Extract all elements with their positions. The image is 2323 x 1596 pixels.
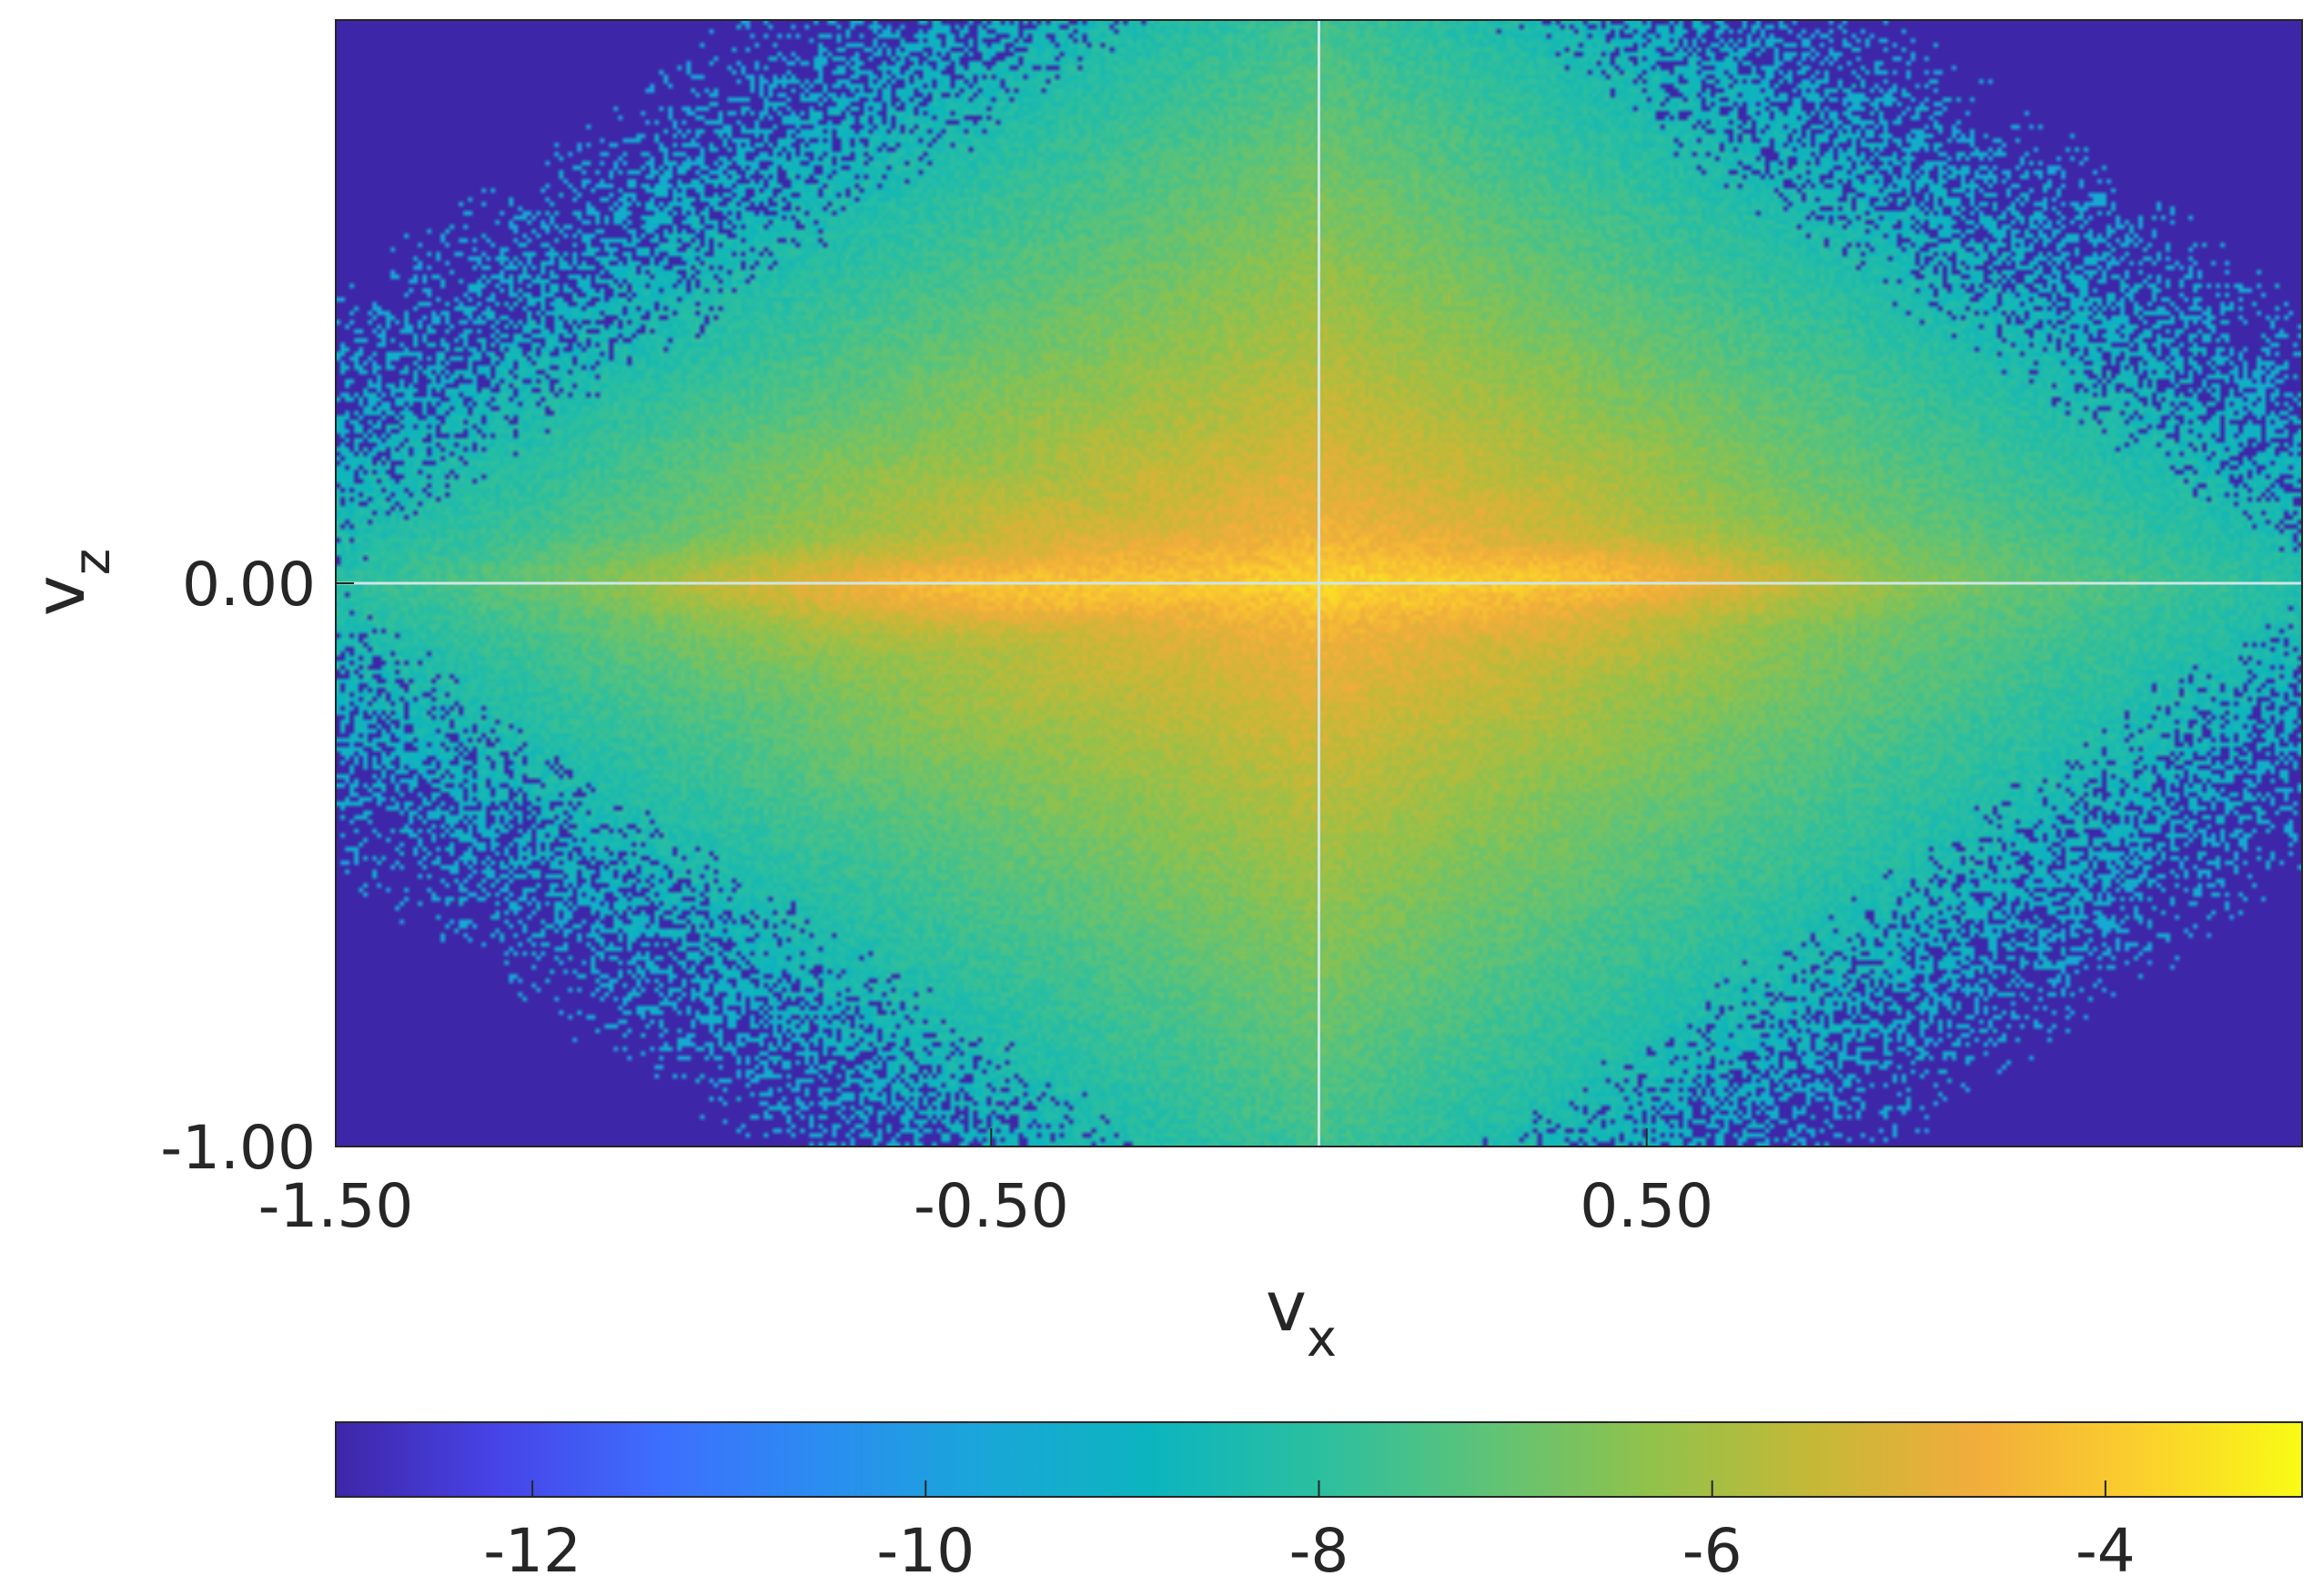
- x-axis-label-sub: x: [1307, 1309, 1337, 1369]
- y-axis-ticks: -1.00 0.00: [160, 550, 354, 1183]
- colorbar-tick-label: -12: [483, 1516, 581, 1586]
- colorbar-tick-label: -6: [1682, 1516, 1742, 1586]
- x-axis-label-base: v: [1266, 1266, 1307, 1347]
- colorbar-tick-label: -8: [1289, 1516, 1349, 1586]
- y-tick-label: 0.00: [182, 550, 316, 620]
- y-axis-label-sub: z: [63, 549, 122, 575]
- colorbar-ticks: -12 -10 -8 -6 -4: [483, 1480, 2136, 1586]
- colorbar-tick-label: -4: [2076, 1516, 2136, 1586]
- colorbar-tick-label: -10: [876, 1516, 975, 1586]
- y-axis-label-base: v: [19, 575, 100, 616]
- x-tick-label: -1.50: [258, 1171, 414, 1241]
- x-axis-ticks: -1.50 -0.50 0.50: [258, 1128, 1713, 1241]
- x-tick-label: 0.50: [1580, 1171, 1713, 1241]
- colorbar: -12 -10 -8 -6 -4: [335, 1421, 2303, 1586]
- heatmap-axes: -1.50 -0.50 0.50 -1.000.00 vx vz: [19, 19, 2303, 1369]
- y-tick-label: -1.00: [160, 1113, 316, 1183]
- x-tick-label: -0.50: [914, 1171, 1069, 1241]
- y-axis-label: vz: [19, 549, 122, 616]
- x-axis-label: vx: [1266, 1266, 1337, 1369]
